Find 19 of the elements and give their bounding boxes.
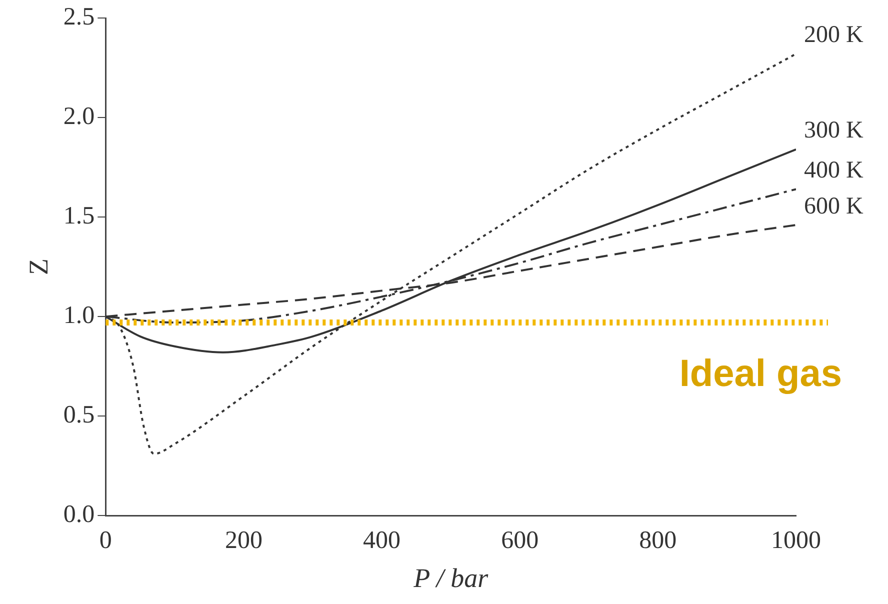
- y-tick-label: 0.5: [63, 402, 95, 429]
- x-tick-label: 200: [224, 527, 262, 554]
- series-label: 400 K: [804, 157, 864, 184]
- x-tick-label: 400: [363, 527, 401, 554]
- x-tick-label: 800: [639, 527, 677, 554]
- series-label: 300 K: [804, 118, 864, 144]
- series-label: 200 K: [804, 22, 864, 48]
- x-axis-title: P / bar: [412, 562, 489, 593]
- y-tick-label: 1.0: [63, 302, 95, 330]
- y-tick-label: 2.0: [63, 103, 95, 130]
- y-tick-label: 2.5: [63, 4, 95, 31]
- y-axis-title: Z: [23, 258, 54, 276]
- y-tick-label: 1.5: [63, 202, 95, 230]
- x-tick-label: 600: [501, 527, 539, 554]
- ref-line-label: Ideal gas: [679, 353, 842, 396]
- x-tick-label: 0: [99, 527, 112, 554]
- y-tick-label: 0.0: [63, 501, 95, 528]
- x-tick-label: 1000: [771, 527, 821, 554]
- series-label: 600 K: [804, 193, 864, 220]
